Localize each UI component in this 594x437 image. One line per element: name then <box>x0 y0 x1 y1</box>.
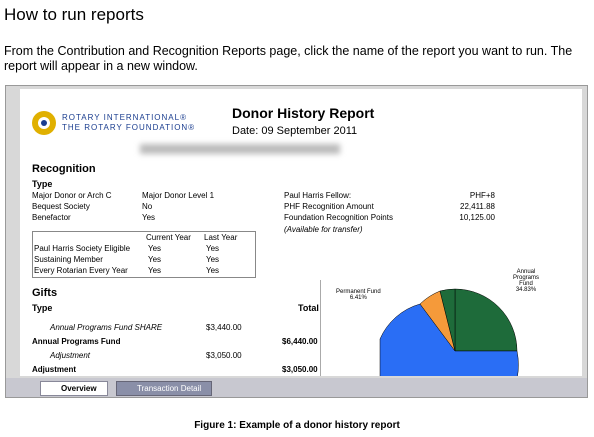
type-heading: Type <box>32 303 53 313</box>
screenshot: ROTARY INTERNATIONAL® THE ROTARY FOUNDAT… <box>5 85 588 398</box>
gift-amount: $6,440.00 <box>282 337 318 346</box>
section-heading: Recognition <box>32 163 96 175</box>
field-value: 22,411.88 <box>460 202 495 211</box>
field-label: Bequest Society <box>32 202 90 211</box>
gift-amount: $3,050.00 <box>282 365 318 374</box>
pie-label-name: Annual Programs Fund <box>512 269 539 287</box>
gift-type: Annual Programs Fund <box>32 337 121 346</box>
gifts-box <box>30 280 321 376</box>
gift-amount: $3,440.00 <box>206 323 242 332</box>
field-value: Major Donor Level 1 <box>142 191 215 200</box>
cell: Yes <box>206 266 220 275</box>
tab-bar: Overview Transaction Detail <box>6 378 587 397</box>
logo-text: ROTARY INTERNATIONAL® <box>62 113 187 122</box>
report: ROTARY INTERNATIONAL® THE ROTARY FOUNDAT… <box>20 89 582 376</box>
report-title: Donor History Report <box>232 105 375 121</box>
field-label: Benefactor <box>32 213 71 222</box>
cell: Yes <box>206 255 220 264</box>
row-label: Sustaining Member <box>34 255 103 264</box>
blurred-name <box>140 144 340 154</box>
column-header: Last Year <box>204 233 238 242</box>
pie <box>379 288 519 376</box>
field-value: PHF+8 <box>469 191 495 200</box>
gift-amount: $3,050.00 <box>206 351 242 360</box>
pie-label-value: 6.41% <box>349 295 367 301</box>
tab[interactable]: Overview <box>40 381 108 396</box>
tab[interactable]: Transaction Detail <box>116 381 213 396</box>
field-label: Foundation Recognition Points <box>284 213 393 222</box>
gift-type: Annual Programs Fund SHARE <box>50 323 163 332</box>
field-label: Major Donor or Arch C <box>32 191 112 200</box>
gift-type: Adjustment <box>32 365 76 374</box>
pie-label-value: 34.83% <box>515 287 537 293</box>
column-header: Current Year <box>146 233 191 242</box>
cell: Yes <box>148 266 162 275</box>
row-label: Every Rotarian Every Year <box>34 266 128 275</box>
row-label: Paul Harris Society Eligible <box>34 244 131 253</box>
logo-icon <box>32 111 56 135</box>
pie-label-name: Permanent Fund <box>336 289 381 295</box>
field-value: 10,125.00 <box>459 213 495 222</box>
caption: Figure 1: Example of a donor history rep… <box>194 420 400 431</box>
cell: Yes <box>148 255 162 264</box>
pie-label: Annual Programs Fund 34.83% <box>506 269 546 293</box>
section-heading: Gifts <box>32 287 58 299</box>
status-table <box>32 231 256 278</box>
total-heading: Total <box>298 303 319 313</box>
cell: Yes <box>206 244 220 253</box>
field-value: No <box>142 202 153 211</box>
cell: Yes <box>148 244 162 253</box>
note: (Available for transfer) <box>284 225 363 234</box>
field-label: PHF Recognition Amount <box>284 202 374 211</box>
logo-text: THE ROTARY FOUNDATION® <box>62 123 196 132</box>
field-value: Yes <box>142 213 156 222</box>
pie-label: Permanent Fund 6.41% <box>336 289 381 301</box>
gift-type: Adjustment <box>50 351 91 360</box>
page-title: How to run reports <box>4 5 144 24</box>
field-label: Paul Harris Fellow: <box>284 191 352 200</box>
report-date: Date: 09 September 2011 <box>232 125 358 137</box>
intro: From the Contribution and Recognition Re… <box>4 44 573 73</box>
type-heading: Type <box>32 179 53 189</box>
